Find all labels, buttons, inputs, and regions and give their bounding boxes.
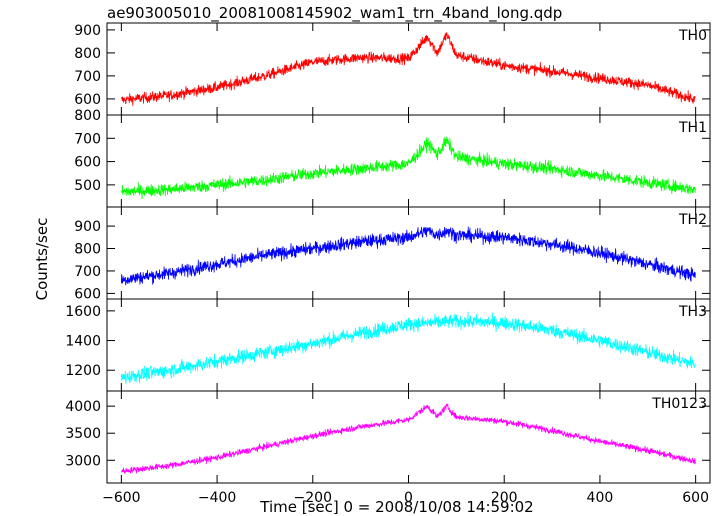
y-tick-label: 900 <box>74 23 101 39</box>
x-tick-label: −600 <box>102 490 140 506</box>
x-tick-label: −200 <box>294 490 332 506</box>
series-line-th0 <box>120 32 696 106</box>
panel-frame <box>106 390 711 484</box>
panel-th1: 500 600 700 800 TH1 <box>74 108 711 208</box>
panel-label-th0123: TH0123 <box>651 396 707 412</box>
x-tick-label: 400 <box>587 490 614 506</box>
panel-th0123: 3000 3500 4000 TH0123 <box>65 390 711 484</box>
y-tick-label: 800 <box>74 242 101 258</box>
series-line-th3 <box>120 311 696 384</box>
panels-group: 600 700 800 900 TH0 500 600 700 800 TH1 600 700 800 9… <box>65 22 711 506</box>
y-tick-label: 700 <box>74 264 101 280</box>
y-tick-label: 600 <box>74 92 101 108</box>
panel-th3: 1200 1400 1600 TH3 <box>65 298 711 392</box>
y-tick-label: 600 <box>74 155 101 171</box>
y-tick-label: 1600 <box>65 304 101 320</box>
y-tick-label: 1200 <box>65 363 101 379</box>
y-tick-label: 900 <box>74 219 101 235</box>
y-tick-label: 800 <box>74 46 101 62</box>
y-tick-label: 4000 <box>65 399 101 415</box>
panel-label-th0: TH0 <box>678 28 707 44</box>
x-tick-label: −400 <box>198 490 236 506</box>
y-tick-label: 500 <box>74 178 101 194</box>
y-axis-label: Counts/sec <box>33 218 51 301</box>
x-axis-label: Time [sec] 0 = 2008/10/08 14:59:02 <box>259 498 533 516</box>
series-line-th2 <box>120 226 696 286</box>
x-tick-label: 0 <box>404 490 413 506</box>
series-line-th1 <box>121 136 696 200</box>
panel-label-th3: TH3 <box>678 304 707 320</box>
y-tick-label: 3000 <box>65 453 101 469</box>
y-tick-label: 3500 <box>65 426 101 442</box>
y-tick-label: 800 <box>74 108 101 124</box>
panel-frame <box>106 206 711 300</box>
panel-label-th1: TH1 <box>678 120 707 136</box>
panel-frame <box>106 22 711 116</box>
series-line-th0123 <box>121 403 696 475</box>
panel-th0: 600 700 800 900 TH0 <box>74 22 711 116</box>
chart-title: ae903005010_20081008145902_wam1_trn_4ban… <box>107 4 562 23</box>
y-tick-label: 700 <box>74 69 101 85</box>
y-tick-label: 700 <box>74 131 101 147</box>
panel-label-th2: TH2 <box>678 212 707 228</box>
y-tick-label: 600 <box>74 286 101 302</box>
x-tick-label: 200 <box>491 490 518 506</box>
y-tick-label: 1400 <box>65 334 101 350</box>
panel-th2: 600 700 800 900 TH2 <box>74 206 711 302</box>
x-tick-label: 600 <box>682 490 709 506</box>
